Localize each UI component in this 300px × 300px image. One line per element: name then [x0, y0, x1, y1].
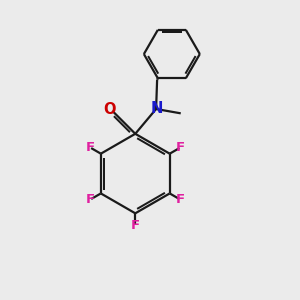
Text: F: F [176, 193, 185, 206]
Text: F: F [85, 141, 94, 154]
Text: F: F [131, 220, 140, 232]
Text: F: F [85, 193, 94, 206]
Text: F: F [176, 141, 185, 154]
Text: N: N [151, 101, 164, 116]
Text: O: O [103, 102, 116, 117]
